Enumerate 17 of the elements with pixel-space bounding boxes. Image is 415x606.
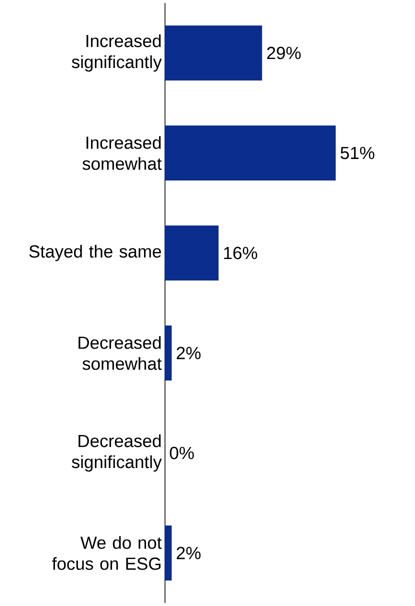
data-label: 29% [267, 46, 301, 60]
bar [165, 226, 219, 281]
y-tick-label: Decreased significantly [72, 434, 162, 472]
y-tick-label: Stayed the same [29, 244, 161, 262]
data-label: 2% [176, 346, 201, 360]
bar [165, 526, 172, 581]
bar [165, 326, 172, 381]
y-tick-label: Decreased somewhat [78, 336, 162, 370]
bar [165, 26, 262, 81]
bar [165, 126, 336, 181]
y-tick-label: Increased significantly [72, 34, 162, 72]
data-label: 16% [224, 246, 258, 260]
y-tick-label: We do not focus on ESG [52, 536, 162, 570]
data-label: 51% [340, 146, 374, 160]
data-label: 0% [170, 446, 194, 460]
data-label: 2% [176, 546, 201, 560]
y-tick-label: Increased somewhat [82, 136, 162, 170]
